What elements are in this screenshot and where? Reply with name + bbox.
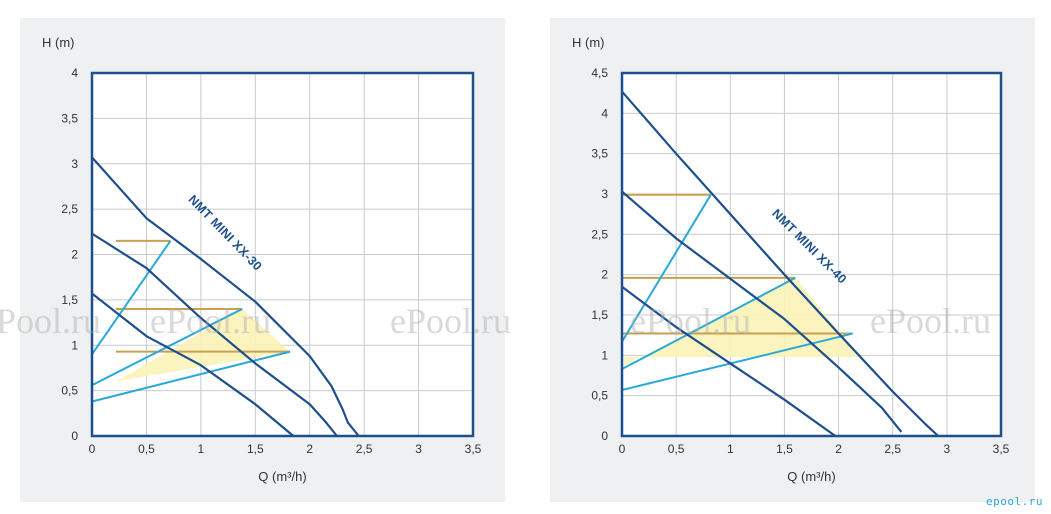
pump-curve — [621, 90, 939, 437]
system-curve — [91, 240, 172, 355]
y-tick-label: 0,5 — [61, 384, 78, 398]
y-tick-label: 4 — [601, 106, 608, 120]
pump-curve — [621, 190, 903, 433]
y-tick-label: 2 — [71, 248, 78, 262]
plot-frame — [90, 71, 475, 438]
x-tick-label: 3,5 — [465, 442, 482, 456]
system-curve — [621, 277, 796, 370]
x-tick-label: 0 — [619, 442, 626, 456]
y-tick-label: 3 — [71, 157, 78, 171]
corner-logo: epool.ru — [986, 495, 1043, 508]
x-tick-label: 3 — [415, 442, 422, 456]
operating-zone — [115, 308, 291, 382]
operating-zone — [624, 277, 861, 366]
x-axis-title: Q (m³/h) — [258, 469, 306, 484]
plot-frame — [620, 71, 1003, 438]
y-tick-label: 4 — [71, 66, 78, 80]
x-tick-label: 0,5 — [138, 442, 155, 456]
y-tick-label: 2 — [601, 268, 608, 282]
x-tick-label: 1 — [727, 442, 734, 456]
y-tick-label: 3 — [601, 187, 608, 201]
y-axis-title: H (m) — [572, 35, 605, 50]
x-tick-label: 1 — [198, 442, 205, 456]
pump-curve — [91, 232, 338, 437]
system-curve — [621, 194, 712, 343]
y-tick-label: 1 — [601, 348, 608, 362]
x-tick-label: 2,5 — [356, 442, 373, 456]
y-tick-label: 3,5 — [591, 147, 608, 161]
y-tick-label: 3,5 — [61, 111, 78, 125]
y-tick-label: 1 — [71, 338, 78, 352]
y-tick-label: 1,5 — [591, 308, 608, 322]
chart-panel-xx40: 0 0,5 1 1,5 2 2,5 3 3,5 0 0,5 1 1,5 2 2,5 3 3,5 4 4,5 H (m… — [550, 18, 1035, 502]
chart-xx40: 0 0,5 1 1,5 2 2,5 3 3,5 0 0,5 1 1,5 2 2,5 3 3,5 4 4,5 H (m… — [572, 35, 1010, 484]
y-tick-label: 2,5 — [61, 202, 78, 216]
y-tick-label: 0 — [71, 429, 78, 443]
x-tick-label: 2,5 — [884, 442, 901, 456]
y-tick-label: 1,5 — [61, 293, 78, 307]
y-tick-label: 0 — [601, 429, 608, 443]
chart-panel-xx30: 0 0,5 1 1,5 2 2,5 3 3,5 0 0,5 1 1,5 2 2,5 3 3,5 4 H (m) Q … — [20, 18, 505, 502]
x-tick-label: 0,5 — [668, 442, 685, 456]
chart-xx30: 0 0,5 1 1,5 2 2,5 3 3,5 0 0,5 1 1,5 2 2,5 3 3,5 4 H (m) Q … — [42, 35, 482, 484]
x-tick-label: 2 — [306, 442, 313, 456]
pump-curve — [621, 285, 836, 437]
x-tick-label: 0 — [89, 442, 96, 456]
y-tick-label: 2,5 — [591, 227, 608, 241]
x-axis-title: Q (m³/h) — [787, 469, 835, 484]
x-tick-label: 2 — [835, 442, 842, 456]
y-tick-label: 4,5 — [591, 66, 608, 80]
pump-curve — [91, 292, 295, 437]
x-tick-label: 3 — [944, 442, 951, 456]
x-tick-label: 3,5 — [993, 442, 1010, 456]
y-axis-title: H (m) — [42, 35, 75, 50]
pump-curve — [91, 156, 360, 437]
x-tick-label: 1,5 — [776, 442, 793, 456]
y-tick-label: 0,5 — [591, 389, 608, 403]
x-tick-label: 1,5 — [247, 442, 264, 456]
system-curve — [621, 332, 853, 391]
system-curve — [91, 350, 291, 403]
